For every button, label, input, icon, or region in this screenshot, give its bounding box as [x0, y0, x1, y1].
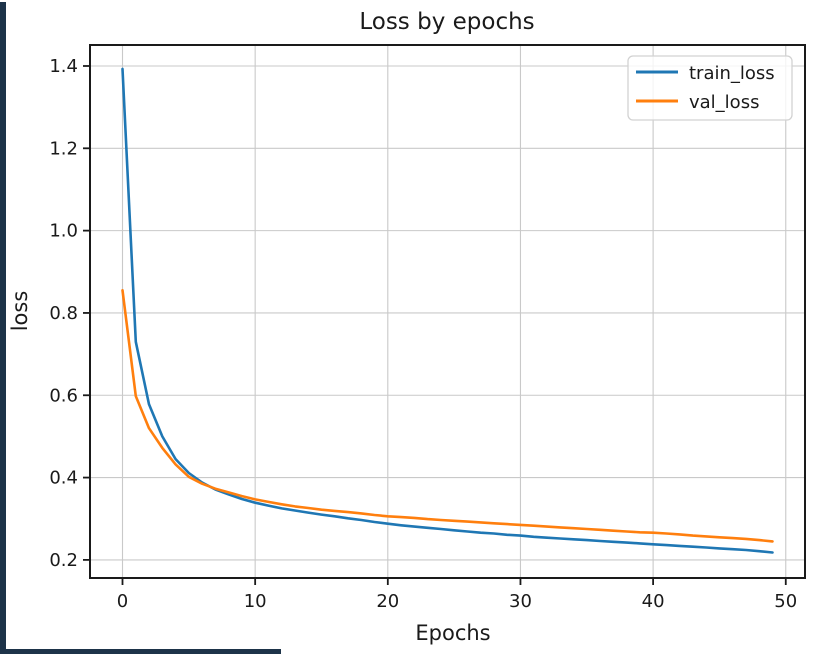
axes-spines	[89, 44, 806, 579]
y-tick-label: 0.8	[49, 303, 78, 324]
x-tick-label: 20	[376, 591, 399, 612]
x-tick-label: 50	[774, 591, 797, 612]
x-tick-label: 10	[244, 591, 267, 612]
tick-layer: 0 10 20 30 40 50 0.2 0.4 0.6 0.8 1.0 1.2 1.4	[49, 56, 797, 612]
y-tick-label: 1.4	[49, 56, 78, 77]
series-layer	[121, 67, 774, 554]
y-tick-label: 0.6	[49, 385, 78, 406]
x-tick-label: 40	[642, 591, 665, 612]
window-edge-left	[0, 2, 6, 654]
series-line-train_loss	[121, 67, 774, 554]
legend-label-val: val_loss	[689, 92, 759, 113]
y-tick-label: 0.4	[49, 468, 78, 489]
grid-layer	[90, 45, 805, 578]
y-tick-label: 1.0	[49, 221, 78, 242]
legend: train_loss val_loss	[627, 55, 793, 121]
x-tick-label: 30	[509, 591, 532, 612]
axes-spine-box	[89, 44, 806, 579]
window-edge-bottom	[0, 649, 281, 654]
series-line-val_loss	[121, 288, 774, 543]
y-axis-label: loss	[8, 291, 32, 332]
x-tick-label: 0	[117, 591, 128, 612]
chart-title: Loss by epochs	[359, 9, 534, 35]
legend-label-train: train_loss	[689, 63, 775, 84]
x-axis-label: Epochs	[415, 621, 490, 645]
y-tick-label: 0.2	[49, 550, 78, 571]
y-tick-label: 1.2	[49, 138, 78, 159]
